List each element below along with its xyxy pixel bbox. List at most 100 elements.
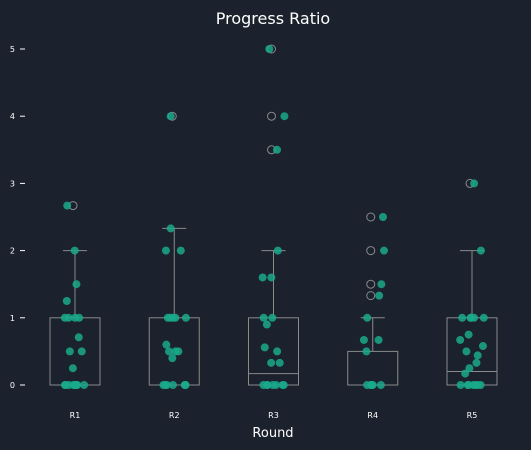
outlier-marker bbox=[366, 212, 376, 222]
data-point bbox=[260, 343, 269, 352]
data-point bbox=[461, 369, 470, 378]
y-axis: 0 1 2 3 4 5 bbox=[10, 45, 25, 390]
data-point bbox=[181, 313, 190, 322]
x-tick-label: R3 bbox=[268, 411, 279, 420]
data-point bbox=[75, 313, 84, 322]
data-point bbox=[166, 313, 175, 322]
data-point bbox=[265, 45, 274, 53]
data-point bbox=[166, 224, 175, 233]
outlier-marker bbox=[267, 111, 276, 121]
box-R3 bbox=[248, 44, 299, 386]
data-point bbox=[74, 333, 83, 342]
data-point bbox=[456, 335, 465, 344]
box-R4 bbox=[347, 212, 399, 386]
data-point bbox=[168, 354, 177, 363]
data-point bbox=[164, 347, 173, 356]
data-point bbox=[378, 213, 387, 221]
data-point bbox=[166, 112, 175, 121]
data-point bbox=[63, 201, 72, 210]
data-point bbox=[258, 273, 267, 282]
data-point bbox=[259, 313, 268, 322]
data-point bbox=[267, 273, 276, 282]
y-tick-label: 1 bbox=[10, 314, 15, 323]
y-tick-label: 2 bbox=[10, 247, 15, 256]
points-R2 bbox=[159, 112, 190, 389]
data-point bbox=[80, 381, 89, 389]
data-point bbox=[464, 381, 473, 389]
x-tick-label: R4 bbox=[367, 411, 378, 420]
box-rect bbox=[347, 350, 399, 386]
x-tick-label: R5 bbox=[467, 411, 478, 420]
data-point bbox=[359, 335, 368, 344]
box-plots bbox=[49, 44, 498, 386]
y-tick-label: 5 bbox=[10, 45, 15, 54]
data-point bbox=[64, 313, 73, 322]
data-point bbox=[377, 280, 386, 289]
data-point bbox=[466, 313, 475, 322]
points-R3 bbox=[258, 45, 289, 389]
box-rect bbox=[49, 317, 101, 386]
y-tick-label: 4 bbox=[10, 112, 15, 121]
data-point bbox=[374, 335, 383, 344]
data-point bbox=[263, 381, 272, 389]
data-point bbox=[363, 381, 372, 389]
data-point bbox=[271, 381, 280, 389]
data-point bbox=[68, 364, 77, 373]
y-tick-label: 3 bbox=[10, 179, 15, 188]
data-point bbox=[478, 342, 487, 351]
data-point bbox=[363, 313, 372, 322]
box-R1 bbox=[49, 201, 101, 386]
data-point bbox=[465, 364, 474, 373]
data-point bbox=[168, 381, 177, 389]
data-point bbox=[268, 313, 277, 322]
x-axis-label: Round bbox=[252, 426, 293, 441]
points-R1 bbox=[60, 201, 89, 389]
outlier-marker bbox=[366, 246, 376, 256]
data-point bbox=[77, 347, 86, 356]
x-tick-label: R1 bbox=[70, 411, 81, 420]
data-point bbox=[458, 313, 467, 322]
data-point bbox=[375, 291, 384, 300]
data-point bbox=[476, 246, 485, 255]
data-point bbox=[362, 347, 371, 356]
data-point bbox=[464, 330, 473, 339]
box-R2 bbox=[148, 111, 200, 386]
data-point bbox=[161, 246, 170, 255]
data-point bbox=[181, 381, 190, 389]
data-point bbox=[60, 381, 69, 389]
data-point bbox=[162, 381, 171, 389]
data-point bbox=[273, 246, 282, 255]
data-point bbox=[162, 340, 171, 349]
data-point bbox=[473, 351, 482, 360]
data-point bbox=[376, 381, 385, 389]
points-R4 bbox=[359, 213, 388, 389]
data-point bbox=[280, 112, 289, 121]
data-point bbox=[278, 381, 287, 389]
box-rect bbox=[446, 317, 498, 386]
data-point bbox=[62, 297, 71, 305]
data-point bbox=[273, 347, 282, 356]
chart-title: Progress Ratio bbox=[216, 9, 330, 28]
data-point bbox=[472, 358, 481, 367]
points-R5 bbox=[456, 179, 488, 389]
data-point bbox=[72, 280, 81, 289]
y-tick-label: 0 bbox=[10, 381, 15, 390]
data-point bbox=[479, 313, 488, 322]
data-point bbox=[176, 246, 185, 255]
data-point bbox=[379, 246, 388, 255]
data-point bbox=[275, 358, 284, 367]
outlier-marker bbox=[366, 279, 376, 289]
data-point bbox=[73, 381, 82, 389]
data-point bbox=[470, 179, 479, 188]
data-point bbox=[65, 347, 74, 356]
box-R5 bbox=[446, 178, 498, 386]
data-point bbox=[273, 145, 282, 154]
data-point bbox=[70, 246, 79, 255]
x-tick-label: R2 bbox=[169, 411, 180, 420]
data-points bbox=[60, 45, 488, 389]
data-point bbox=[267, 358, 276, 367]
data-point bbox=[456, 381, 465, 389]
data-point bbox=[174, 347, 183, 356]
x-axis: R1 R2 R3 R4 R5 bbox=[70, 411, 478, 420]
